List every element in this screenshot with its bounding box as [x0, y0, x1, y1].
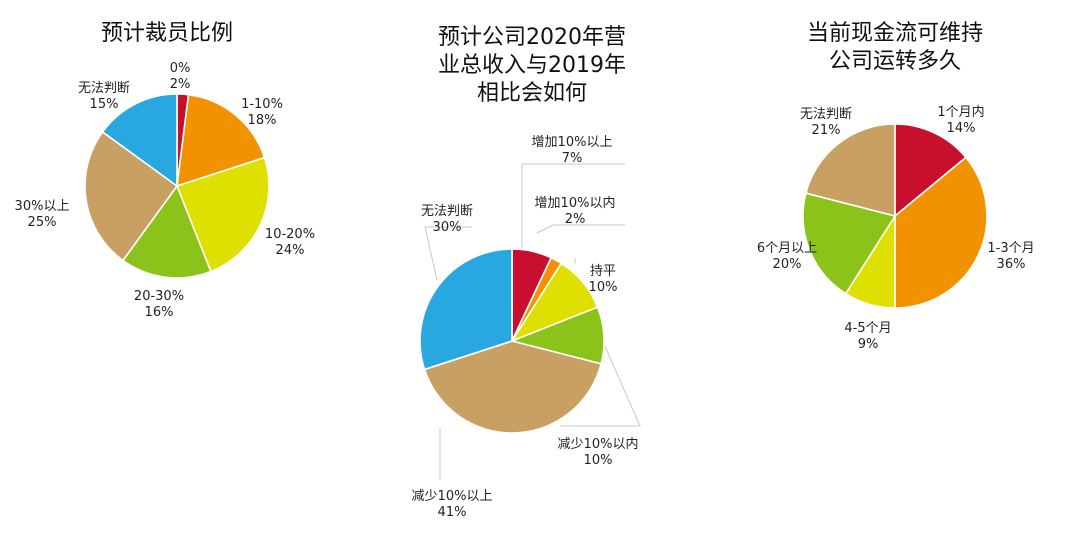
slice-label-name: 6个月以上 — [757, 241, 817, 256]
slice-label-percent: 20% — [773, 257, 802, 272]
slice-label-percent: 7% — [562, 151, 583, 166]
slice-label-percent: 18% — [248, 113, 277, 128]
slice-label-name: 1-3个月 — [987, 241, 1034, 256]
slice-label-percent: 16% — [145, 305, 174, 320]
leader-line-1 — [521, 163, 625, 249]
pie-slice — [101, 93, 178, 188]
slice-label-percent: 15% — [90, 97, 119, 112]
chart-title-line-3: 相比会如何 — [477, 81, 587, 106]
pie-slice — [894, 156, 988, 309]
slice-label-percent: 10% — [589, 280, 618, 295]
chart-title-line-1: 预计裁员比例 — [101, 21, 233, 46]
chart-title-line-1: 当前现金流可维持 — [807, 21, 983, 46]
slice-label-percent: 30% — [433, 220, 462, 235]
pie-slice — [176, 93, 266, 188]
slice-label-percent: 14% — [947, 121, 976, 136]
slice-label-name: 4-5个月 — [844, 321, 891, 336]
pie-slice — [121, 184, 212, 279]
layoff-ratio-pie-chart: 预计裁员比例 0%2% 1-10%18% 10-20%24% 20-30%16% 30%以… — [15, 21, 316, 320]
slice-label-name: 无法判断 — [421, 204, 473, 219]
slice-label-name: 无法判断 — [800, 107, 852, 122]
slice-label-name: 20-30% — [134, 289, 184, 304]
pie-slice — [804, 123, 896, 218]
slice-label-percent: 24% — [276, 243, 305, 258]
leader-line-2 — [536, 224, 625, 234]
slice-label-percent: 10% — [584, 453, 613, 468]
slice-label-name: 减少10%以上 — [412, 489, 493, 504]
slice-label-percent: 2% — [565, 212, 586, 227]
slice-label-percent: 2% — [170, 77, 191, 92]
chart-title-line-2: 公司运转多久 — [829, 49, 961, 74]
slice-label-name: 1个月内 — [937, 104, 984, 120]
slice-label-name: 减少10%以内 — [558, 436, 639, 452]
pie-slice — [894, 123, 968, 218]
slice-label-name: 持平 — [590, 264, 616, 279]
slice-label-name: 增加10%以内 — [535, 195, 616, 211]
slice-label-name: 无法判断 — [78, 81, 130, 96]
pie-slice — [423, 340, 603, 434]
pie-slice — [419, 248, 513, 371]
slice-label-percent: 36% — [997, 257, 1026, 272]
leader-line-6 — [424, 226, 472, 281]
slice-label-name: 10-20% — [265, 227, 315, 242]
slice-label-name: 0% — [170, 61, 191, 76]
slice-label-name: 30%以上 — [15, 199, 70, 214]
slice-label-name: 1-10% — [241, 97, 283, 112]
leader-line-4 — [560, 343, 641, 427]
chart-title-line-1: 预计公司2020年营 — [438, 25, 626, 50]
pie-slice — [802, 192, 897, 295]
slice-label-percent: 25% — [28, 215, 57, 230]
slice-label-percent: 41% — [438, 505, 467, 520]
slice-label-percent: 21% — [812, 123, 841, 138]
slice-label-percent: 9% — [858, 337, 879, 352]
slice-label-name: 增加10%以上 — [532, 135, 613, 150]
chart-title-line-2: 业总收入与2019年 — [438, 53, 626, 78]
pie-slice — [84, 130, 179, 262]
